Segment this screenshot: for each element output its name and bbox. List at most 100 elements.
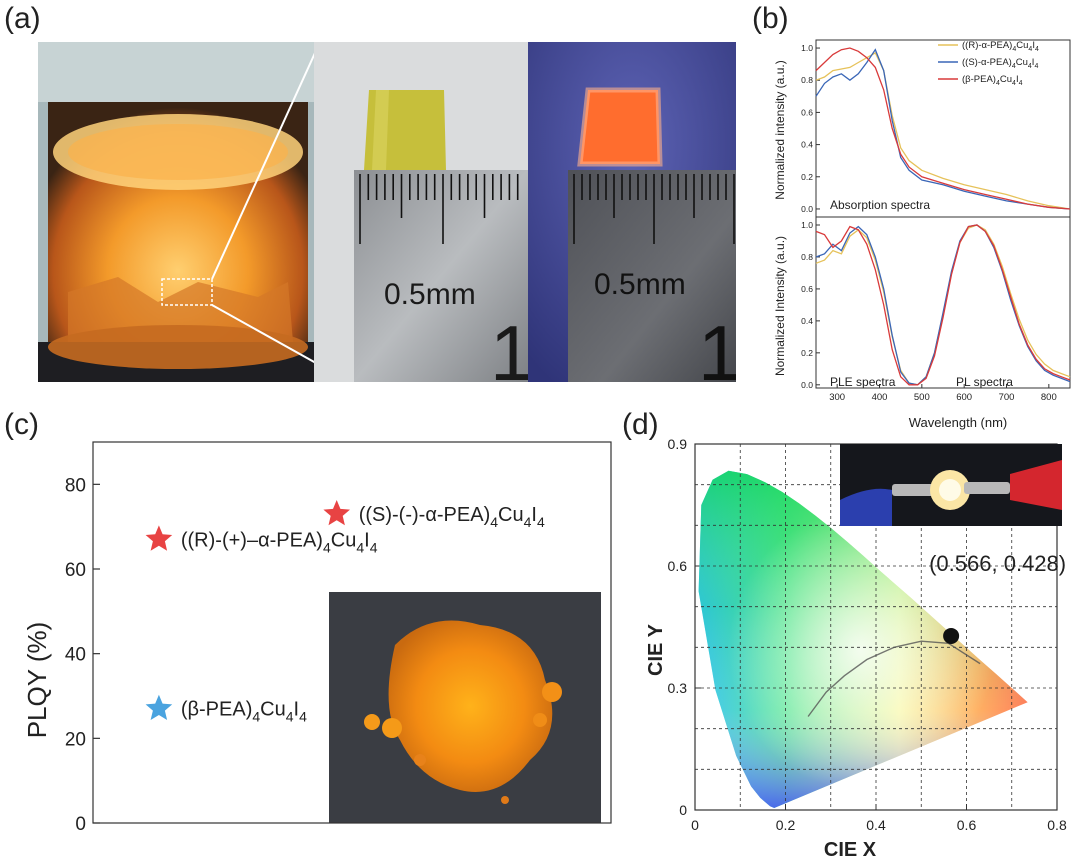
y-tick-label: 0.0 <box>801 380 813 390</box>
ruler-ticks-uv <box>573 174 735 244</box>
x-tick-label: 0.2 <box>776 817 796 833</box>
series-line <box>815 48 1071 210</box>
formula-text: I <box>1016 74 1019 85</box>
formula-subscript: 4 <box>524 514 532 530</box>
ruler-ticks-daylight <box>359 174 519 244</box>
formula-text: (β-PEA) <box>962 74 996 85</box>
plot-frame <box>92 441 612 824</box>
y-tick-label: 1.0 <box>801 220 813 230</box>
x-tick-label: 0.8 <box>1047 817 1067 833</box>
formula-subscript: 4 <box>1028 46 1032 53</box>
formula-text: Cu <box>1000 74 1012 85</box>
y-tick-label: 0.2 <box>801 348 813 358</box>
scale-label-daylight: 0.5mm <box>384 278 476 311</box>
pl-annotation: PL spectra <box>956 375 1013 389</box>
legend-label: (β-PEA)4Cu4I4 <box>962 74 1023 87</box>
star-marker <box>145 525 173 551</box>
formula-subscript: 4 <box>490 514 498 530</box>
panel-b-spectra: 0.0 0.2 0.4 0.6 0.8 1.0 0.0 0.2 0.4 0.6 0.8 1.0 300… <box>773 39 1071 430</box>
formula-text: I <box>294 699 300 721</box>
plqy-compound-label: (β-PEA)4Cu4I4 <box>181 699 307 725</box>
ruler-digit-uv: 1 <box>698 309 736 382</box>
cie-y-axis-label: CIE Y <box>645 623 667 676</box>
pl-ple-plot: 0.0 0.2 0.4 0.6 0.8 1.0 300 400 500 600 700 800 <box>801 216 1071 403</box>
formula-text: Cu <box>1016 40 1028 51</box>
panel-d-cie: 0 0.2 0.4 0.6 0.8 0 0.3 0.6 0.9 (0.566, 0.428) C… <box>645 436 1067 861</box>
x-tick-label: 800 <box>1041 392 1057 403</box>
cie-x-axis-label: CIE X <box>824 839 877 861</box>
pl-y-axis-label: Normalized Intensity (a.u.) <box>773 236 787 376</box>
y-tick-label: 80 <box>65 475 86 496</box>
y-tick-label: 20 <box>65 729 86 750</box>
led-photo <box>840 444 1062 526</box>
y-tick-label: 40 <box>65 645 86 666</box>
x-tick-label: 0.4 <box>866 817 886 833</box>
legend-label: ((R)-α-PEA)4Cu4I4 <box>962 40 1039 53</box>
panel-label-a: (a) <box>4 2 41 35</box>
y-tick-label: 0.4 <box>801 140 813 150</box>
formula-text: ((R)-(+)–α-PEA) <box>181 529 323 551</box>
formula-text: Cu <box>260 699 286 721</box>
formula-text: (β-PEA) <box>181 699 253 721</box>
formula-subscript: 4 <box>1012 63 1016 70</box>
absorption-annotation: Absorption spectra <box>830 198 930 212</box>
y-tick-label: 0.8 <box>801 252 813 262</box>
cie-coordinate-label: (0.566, 0.428) <box>929 551 1066 576</box>
formula-subscript: 4 <box>1012 46 1016 53</box>
formula-text: I <box>1032 40 1035 51</box>
series-line <box>815 224 1071 386</box>
plqy-y-axis-label: PLQY (%) <box>22 622 52 739</box>
wavelength-axis-label: Wavelength (nm) <box>909 415 1008 430</box>
series-line <box>815 47 1071 210</box>
star-marker <box>145 694 173 720</box>
formula-text: I <box>364 529 370 551</box>
scale-label-uv: 0.5mm <box>594 268 686 301</box>
plot-frame <box>815 216 1071 389</box>
formula-text: Cu <box>1016 57 1028 68</box>
legend-b: ((R)-α-PEA)4Cu4I4((S)-α-PEA)4Cu4I4(β-PEA… <box>938 40 1039 87</box>
cie-grid <box>695 443 1058 810</box>
formula-subscript: 4 <box>996 80 1000 87</box>
x-tick-label: 300 <box>829 392 845 403</box>
plqy-marks: ((R)-(+)–α-PEA)4Cu4I4((S)-(-)-α-PEA)4Cu4… <box>145 500 545 725</box>
y-tick-label: 0.6 <box>801 284 813 294</box>
zoom-box <box>161 278 213 306</box>
series-line <box>815 224 1071 386</box>
absorption-plot: 0.0 0.2 0.4 0.6 0.8 1.0 <box>801 39 1071 218</box>
formula-subscript: 4 <box>1012 80 1016 87</box>
formula-subscript: 4 <box>1028 63 1032 70</box>
formula-text: ((S)-(-)-α-PEA) <box>359 504 491 526</box>
formula-text: ((R)-α-PEA) <box>962 40 1012 51</box>
series-line <box>815 224 1071 386</box>
y-tick-label: 0.3 <box>668 680 688 696</box>
x-tick-label: 500 <box>914 392 930 403</box>
planckian-locus <box>807 640 981 717</box>
y-tick-label: 0 <box>75 814 86 835</box>
formula-subscript: 4 <box>1034 63 1038 70</box>
powder-photo <box>329 592 601 823</box>
y-tick-label: 0.2 <box>801 172 813 182</box>
panel-a-photos: 0.5mm 1 0.5mm 1 <box>38 42 736 382</box>
absorption-y-axis-label: Normalized intensity (a.u.) <box>773 60 787 199</box>
y-tick-label: 60 <box>65 560 86 581</box>
formula-subscript: 4 <box>1019 80 1023 87</box>
y-tick-label: 0.8 <box>801 75 813 85</box>
formula-subscript: 4 <box>299 709 307 725</box>
formula-text: ((S)-α-PEA) <box>962 57 1012 68</box>
y-tick-label: 0.0 <box>801 204 813 214</box>
formula-text: I <box>531 504 537 526</box>
y-tick-label: 0.4 <box>801 316 813 326</box>
x-tick-label: 600 <box>956 392 972 403</box>
star-marker <box>323 500 350 526</box>
cie-coordinate-marker <box>943 627 960 644</box>
formula-subscript: 4 <box>356 539 364 555</box>
formula-subscript: 4 <box>370 539 378 555</box>
plqy-compound-label: ((S)-(-)-α-PEA)4Cu4I4 <box>359 504 545 530</box>
x-tick-label: 400 <box>872 392 888 403</box>
crystal-daylight-photo: 0.5mm 1 <box>314 42 533 382</box>
y-tick-label: 0 <box>679 802 687 818</box>
formula-subscript: 4 <box>252 709 260 725</box>
ple-annotation: PLE spectra <box>830 375 896 389</box>
formula-text: Cu <box>331 529 357 551</box>
